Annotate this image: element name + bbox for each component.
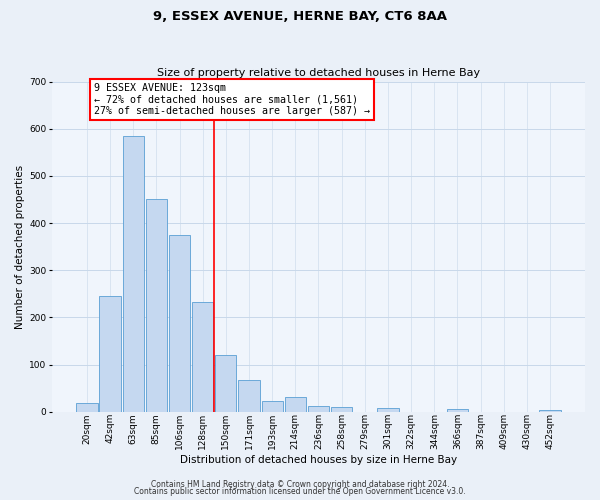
- Bar: [76, 403, 98, 411]
- Bar: [539, 410, 561, 412]
- Text: Contains HM Land Registry data © Crown copyright and database right 2024.: Contains HM Land Registry data © Crown c…: [151, 480, 449, 489]
- Bar: [238, 380, 260, 412]
- Bar: [447, 410, 468, 412]
- Bar: [146, 200, 167, 412]
- Bar: [100, 296, 121, 412]
- Bar: [215, 355, 236, 412]
- Bar: [262, 402, 283, 411]
- Bar: [284, 397, 306, 411]
- Text: 9 ESSEX AVENUE: 123sqm
← 72% of detached houses are smaller (1,561)
27% of semi-: 9 ESSEX AVENUE: 123sqm ← 72% of detached…: [94, 83, 370, 116]
- Bar: [192, 302, 214, 412]
- Bar: [377, 408, 398, 412]
- Y-axis label: Number of detached properties: Number of detached properties: [15, 164, 25, 328]
- Bar: [331, 407, 352, 412]
- Text: 9, ESSEX AVENUE, HERNE BAY, CT6 8AA: 9, ESSEX AVENUE, HERNE BAY, CT6 8AA: [153, 10, 447, 23]
- Text: Contains public sector information licensed under the Open Government Licence v3: Contains public sector information licen…: [134, 488, 466, 496]
- Bar: [169, 235, 190, 412]
- Bar: [308, 406, 329, 411]
- Bar: [122, 136, 144, 411]
- Title: Size of property relative to detached houses in Herne Bay: Size of property relative to detached ho…: [157, 68, 480, 78]
- X-axis label: Distribution of detached houses by size in Herne Bay: Distribution of detached houses by size …: [180, 455, 457, 465]
